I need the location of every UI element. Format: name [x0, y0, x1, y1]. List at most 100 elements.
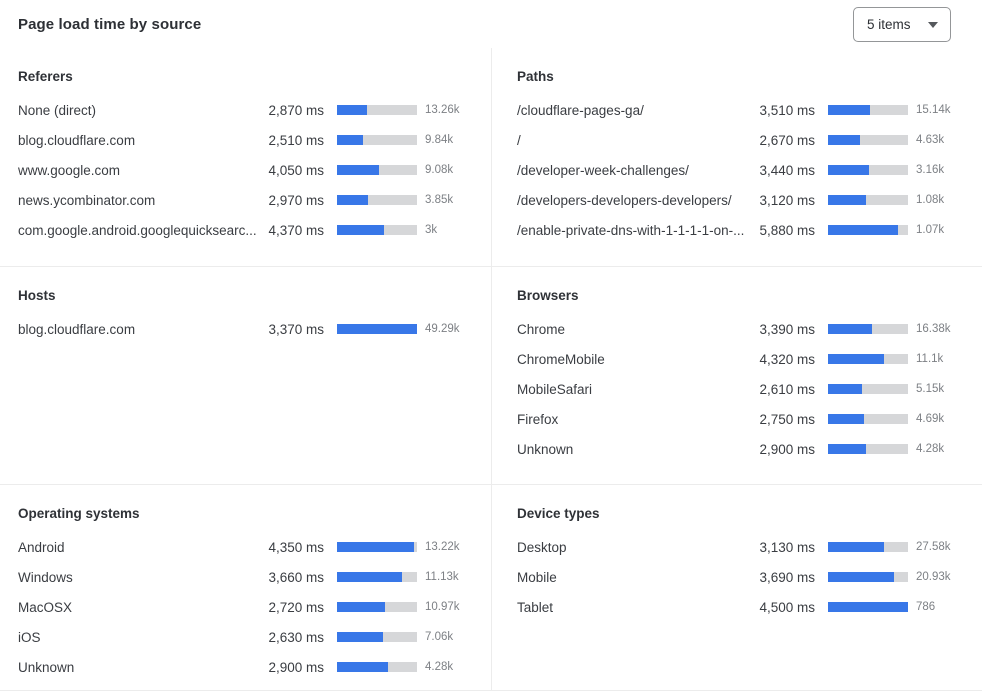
- bar-fill: [828, 225, 899, 235]
- row-label: Windows: [18, 569, 73, 585]
- table-row: /cloudflare-pages-ga/3,510 ms 15.14k: [517, 95, 966, 125]
- card-header: Page load time by source 5 items: [0, 0, 982, 48]
- row-count: 3.16k: [916, 164, 945, 176]
- bar-fill: [337, 542, 414, 552]
- row-label: /cloudflare-pages-ga/: [517, 102, 644, 118]
- bar-fill: [337, 572, 402, 582]
- row-count: 4.28k: [916, 443, 945, 455]
- bar-track: [828, 165, 908, 175]
- row-label: news.ycombinator.com: [18, 192, 156, 208]
- panel-rows: Android 4,350 ms 13.22k Windows 3,660 ms 11.1…: [18, 532, 475, 682]
- row-count: 9.84k: [425, 134, 454, 146]
- bar-track: [828, 572, 908, 582]
- row-count: 16.38k: [916, 323, 951, 335]
- row-label: /: [517, 132, 521, 148]
- row-label: iOS: [18, 629, 41, 645]
- row-time-ms: 3,370 ms: [268, 321, 324, 337]
- table-row: MobileSafari 2,610 ms 5.15k: [517, 374, 966, 404]
- chevron-down-icon: [928, 22, 938, 28]
- panel-rows: None (direct) 2,870 ms 13.26k blog.cloudfla…: [18, 95, 475, 245]
- bar-track: [337, 662, 417, 672]
- row-count: 4.69k: [916, 413, 945, 425]
- panel-operating-systems: Operating systems Android 4,350 ms 13.22k W…: [0, 485, 491, 691]
- table-row: ChromeMobile 4,320 ms 11.1k: [517, 344, 966, 374]
- table-row: MacOSX 2,720 ms 10.97k: [18, 592, 475, 622]
- row-time-ms: 3,130 ms: [759, 539, 815, 555]
- bar-fill: [337, 324, 417, 334]
- row-count: 11.1k: [916, 353, 944, 365]
- panel-rows: blog.cloudflare.com 3,370 ms 49.29k: [18, 314, 475, 344]
- items-count-select[interactable]: 5 items: [853, 7, 951, 42]
- row-count: 49.29k: [425, 323, 460, 335]
- row-label: ChromeMobile: [517, 351, 605, 367]
- bar-track: [828, 602, 908, 612]
- row-time-ms: 4,500 ms: [759, 599, 815, 615]
- row-label: blog.cloudflare.com: [18, 132, 136, 148]
- table-row: Android 4,350 ms 13.22k: [18, 532, 475, 562]
- row-count: 13.22k: [425, 541, 460, 553]
- bar-fill: [828, 165, 869, 175]
- bar-track: [828, 384, 908, 394]
- table-row: Firefox 2,750 ms 4.69k: [517, 404, 966, 434]
- row-label: Chrome: [517, 321, 566, 337]
- panel-title: Hosts: [18, 288, 56, 303]
- bar-track: [337, 602, 417, 612]
- table-row: / 2,670 ms 4.63k: [517, 125, 966, 155]
- table-row: blog.cloudflare.com 3,370 ms 49.29k: [18, 314, 475, 344]
- row-count: 4.63k: [916, 134, 945, 146]
- table-row: /developers-developers-developers/3,120 …: [517, 185, 966, 215]
- bar-fill: [337, 225, 385, 235]
- row-label: com.google.android.googlequicksearc...: [18, 222, 257, 238]
- table-row: /enable-private-dns-with-1-1-1-1-on-... 5…: [517, 215, 966, 245]
- table-row: com.google.android.googlequicksearc... 4,…: [18, 215, 475, 245]
- row-label: Tablet: [517, 599, 554, 615]
- table-row: Tablet 4,500 ms 786: [517, 592, 966, 622]
- table-row: Mobile 3,690 ms 20.93k: [517, 562, 966, 592]
- bar-fill: [337, 135, 364, 145]
- row-time-ms: 2,970 ms: [268, 192, 324, 208]
- row-time-ms: 2,720 ms: [268, 599, 324, 615]
- bar-fill: [828, 414, 864, 424]
- row-label: Android: [18, 539, 65, 555]
- panel-title: Referers: [18, 69, 73, 84]
- bar-fill: [337, 662, 389, 672]
- bar-track: [337, 195, 417, 205]
- row-time-ms: 3,510 ms: [759, 102, 815, 118]
- table-row: Unknown 2,900 ms 4.28k: [517, 434, 966, 464]
- bar-track: [337, 542, 417, 552]
- row-count: 786: [916, 601, 936, 613]
- bar-fill: [337, 195, 369, 205]
- row-count: 3.85k: [425, 194, 454, 206]
- panel-browsers: Browsers Chrome 3,390 ms 16.38k ChromeMobil…: [491, 267, 982, 485]
- bar-track: [828, 354, 908, 364]
- row-time-ms: 3,690 ms: [759, 569, 815, 585]
- row-count: 10.97k: [425, 601, 460, 613]
- bar-fill: [337, 165, 379, 175]
- bar-track: [828, 225, 908, 235]
- bar-track: [337, 572, 417, 582]
- row-time-ms: 4,370 ms: [268, 222, 324, 238]
- panel-title: Browsers: [517, 288, 579, 303]
- row-label: Firefox: [517, 411, 559, 427]
- row-count: 3k: [425, 224, 438, 236]
- items-count-value: 5 items: [867, 17, 911, 32]
- row-time-ms: 5,880 ms: [759, 222, 815, 238]
- panel-referers: Referers None (direct) 2,870 ms 13.26k blog…: [0, 48, 491, 267]
- panels-grid: Referers None (direct) 2,870 ms 13.26k blog…: [0, 48, 982, 691]
- row-label: blog.cloudflare.com: [18, 321, 136, 337]
- row-count: 27.58k: [916, 541, 951, 553]
- bar-track: [828, 414, 908, 424]
- table-row: news.ycombinator.com 2,970 ms 3.85k: [18, 185, 475, 215]
- row-time-ms: 2,610 ms: [759, 381, 815, 397]
- bar-fill: [337, 602, 385, 612]
- row-time-ms: 2,900 ms: [268, 659, 324, 675]
- bar-fill: [828, 135, 860, 145]
- table-row: iOS 2,630 ms 7.06k: [18, 622, 475, 652]
- row-label: /developer-week-challenges/: [517, 162, 689, 178]
- bar-track: [337, 324, 417, 334]
- row-time-ms: 4,350 ms: [268, 539, 324, 555]
- row-count: 11.13k: [425, 571, 459, 583]
- table-row: Windows 3,660 ms 11.13k: [18, 562, 475, 592]
- panel-hosts: Hosts blog.cloudflare.com 3,370 ms 49.29k: [0, 267, 491, 485]
- bar-fill: [828, 444, 866, 454]
